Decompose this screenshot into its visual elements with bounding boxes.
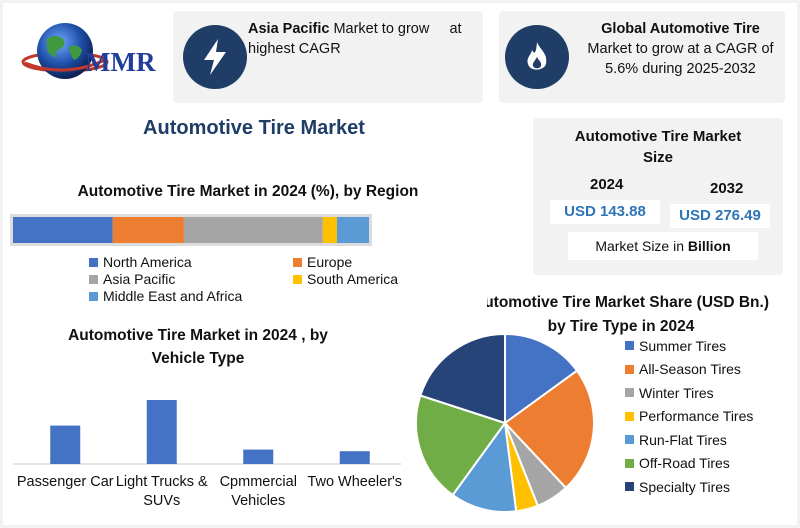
bar-segment-north-america xyxy=(13,217,113,243)
pie-slice-summer-tires xyxy=(504,332,579,425)
market-size-title: Automotive Tire Market Size xyxy=(574,128,742,166)
legend-swatch xyxy=(89,257,98,267)
x-tick-label: Two Wheeler's xyxy=(307,474,402,490)
vehicle-type-chart: Passenger Car Light Trucks & SUVs Cpmmercia… xyxy=(13,400,402,509)
pie-chart-title: Automotive Tire Market Share (USD Bn.) b… xyxy=(487,294,769,335)
legend-label: Specialty Tires xyxy=(639,478,731,495)
pie-slice-all-season-tires xyxy=(503,369,595,490)
value-2032: USD 276.49 xyxy=(670,204,770,228)
x-tick-label: Passenger Car xyxy=(17,474,114,490)
legend-swatch xyxy=(293,274,302,284)
bar-light-trucks-suvs xyxy=(146,400,177,464)
legend-label: Run-Flat Tires xyxy=(639,431,727,448)
highlight-card-asia: Asia Pacific Market to grow at highest C… xyxy=(173,11,483,103)
highlight-text: Market to grow at a CAGR of 5.6% during … xyxy=(587,41,774,77)
legend-swatch xyxy=(625,364,634,374)
highlight-title: Global Automotive Tire xyxy=(601,21,760,37)
pie-legend-item-specialty-tires: Specialty Tires xyxy=(625,475,795,499)
pie-title-clip: Automotive Tire Market Share (USD Bn.) b… xyxy=(487,291,777,339)
pie-legend-item-off-road-tires: Off-Road Tires xyxy=(625,452,795,476)
legend-label: South America xyxy=(307,271,399,287)
legend-label: North America xyxy=(103,254,192,270)
pie-slice-off-road-tires xyxy=(415,394,507,497)
lightning-icon xyxy=(183,25,247,89)
unit-bold: Billion xyxy=(687,238,731,254)
legend-label: All-Season Tires xyxy=(639,361,741,378)
legend-label: Europe xyxy=(307,254,353,270)
bar-passenger-car xyxy=(50,425,81,464)
legend-swatch xyxy=(293,257,302,267)
legend-label: Asia Pacific xyxy=(103,271,176,287)
legend-label: Summer Tires xyxy=(639,337,727,354)
page-title: Automotive Tire Market xyxy=(143,117,365,139)
bar-segment-europe xyxy=(112,217,184,243)
year-2024: 2024 xyxy=(590,176,624,193)
bar-cpmmercial-vehicles xyxy=(243,449,274,464)
flame-icon xyxy=(505,25,569,89)
highlight-card-cagr: Global Automotive Tire Market to grow at… xyxy=(499,11,785,103)
pie-legend: Summer Tires All-Season Tires Winter Tires… xyxy=(625,334,795,499)
x-tick-label: Light Trucks & SUVs xyxy=(116,474,208,509)
region-legend: North America Europe Asia Pacific South Ame… xyxy=(89,254,419,308)
bar-segment-middle-east-and-africa xyxy=(336,217,369,243)
bar-segment-asia-pacific xyxy=(183,217,323,243)
unit-prefix: Market Size in xyxy=(595,238,688,254)
infographic-page: MMR Asia Pacific Market to grow at highe… xyxy=(3,3,797,525)
legend-swatch xyxy=(625,482,634,492)
legend-label: Middle East and Africa xyxy=(103,288,243,304)
legend-label: Performance Tires xyxy=(639,408,754,425)
legend-swatch xyxy=(89,274,98,284)
highlight-text: Market to grow at highest CAGR xyxy=(248,21,466,57)
legend-swatch xyxy=(89,291,98,301)
bar-segment-south-america xyxy=(322,217,337,243)
legend-item-middle-east-and-africa: Middle East and Africa xyxy=(89,288,242,304)
x-tick-label: Cpmmercial Vehicles xyxy=(220,474,297,509)
legend-label: Off-Road Tires xyxy=(639,455,730,472)
legend-swatch xyxy=(625,388,634,398)
region-stacked-bar xyxy=(10,214,372,246)
pie-legend-item-all-season-tires: All-Season Tires xyxy=(625,358,795,382)
region-chart-title: Automotive Tire Market in 2024 (%), by R… xyxy=(77,183,419,200)
highlight-region: Asia Pacific xyxy=(248,21,330,37)
legend-label: Winter Tires xyxy=(639,384,714,401)
year-2032: 2032 xyxy=(710,180,744,197)
legend-swatch xyxy=(625,341,634,351)
market-size-card: Automotive Tire Market Size 2024 2032 US… xyxy=(533,118,783,275)
legend-swatch xyxy=(625,411,634,421)
pie-slice-specialty-tires xyxy=(419,332,506,425)
pie-legend-item-performance-tires: Performance Tires xyxy=(625,405,795,429)
market-size-unit: Market Size in Billion xyxy=(568,232,758,260)
brand-name: MMR xyxy=(85,47,156,77)
legend-item-europe: Europe xyxy=(293,254,352,270)
pie-slice-run-flat-tires xyxy=(451,420,518,513)
brand-logo: MMR xyxy=(17,17,167,87)
globe-icon xyxy=(21,23,109,79)
pie-legend-item-run-flat-tires: Run-Flat Tires xyxy=(625,428,795,452)
bar-two-wheeler-s xyxy=(339,451,370,464)
value-2024: USD 143.88 xyxy=(550,200,660,224)
vehicle-chart-title: Automotive Tire Market in 2024 , by Vehi… xyxy=(68,327,328,367)
legend-item-north-america: North America xyxy=(89,254,192,270)
legend-item-asia-pacific: Asia Pacific xyxy=(89,271,175,287)
legend-swatch xyxy=(625,435,634,445)
legend-swatch xyxy=(625,458,634,468)
legend-item-south-america: South America xyxy=(293,271,398,287)
pie-legend-item-summer-tires: Summer Tires xyxy=(625,334,795,358)
pie-legend-item-winter-tires: Winter Tires xyxy=(625,381,795,405)
tire-type-pie xyxy=(415,332,595,513)
